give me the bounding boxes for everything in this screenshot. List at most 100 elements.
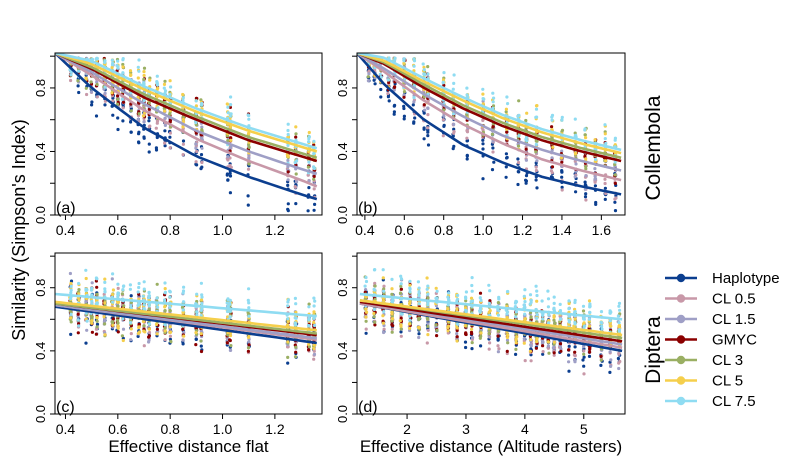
data-point [168, 305, 172, 309]
data-point [116, 94, 120, 98]
data-point [181, 327, 185, 331]
data-point [408, 279, 412, 283]
data-point [120, 334, 124, 338]
data-point [129, 73, 133, 77]
data-point [182, 334, 186, 338]
data-point [116, 127, 120, 132]
data-point [307, 186, 311, 190]
data-point [456, 293, 460, 297]
data-point [246, 335, 251, 339]
data-point [470, 289, 474, 293]
data-point [199, 314, 203, 318]
data-point [481, 138, 485, 142]
data-point [94, 327, 98, 331]
data-point [95, 82, 99, 87]
data-point [136, 290, 140, 294]
data-point [246, 194, 250, 198]
data-point [470, 332, 474, 336]
data-point [560, 188, 564, 192]
x-tick-label: 0.4 [355, 222, 375, 238]
data-point [417, 294, 421, 298]
data-point [155, 121, 159, 125]
data-point [226, 139, 230, 143]
data-point [128, 321, 133, 325]
data-point [387, 80, 391, 85]
data-point [90, 281, 94, 285]
data-point [229, 165, 233, 169]
data-point [560, 149, 564, 153]
data-point [387, 99, 391, 103]
data-point [496, 313, 500, 317]
data-point [90, 321, 94, 325]
data-point [141, 114, 146, 118]
data-point [386, 95, 390, 99]
data-point [496, 338, 500, 342]
data-point [194, 121, 198, 125]
data-point [553, 322, 557, 326]
data-point [603, 132, 607, 136]
data-point [163, 329, 167, 333]
data-point [582, 355, 586, 359]
data-point [163, 144, 167, 148]
data-point [103, 277, 107, 281]
data-point [550, 115, 554, 119]
data-point [573, 317, 577, 321]
data-point [604, 159, 608, 163]
data-point [181, 300, 186, 304]
data-point [199, 329, 203, 333]
data-point [529, 359, 533, 363]
data-point [148, 124, 152, 128]
data-point [523, 288, 527, 292]
data-point [426, 65, 430, 69]
data-point [77, 292, 81, 296]
data-point [587, 299, 592, 303]
data-point [168, 131, 172, 135]
data-point [399, 274, 403, 278]
data-point [137, 132, 141, 136]
data-point [102, 315, 106, 319]
data-point [546, 344, 551, 348]
data-point [294, 125, 298, 129]
data-point [452, 122, 456, 126]
data-point [452, 127, 456, 131]
data-point [137, 112, 141, 116]
data-point [496, 334, 500, 338]
data-point [115, 63, 119, 68]
data-point [312, 320, 316, 325]
data-point [603, 177, 607, 181]
data-point [364, 315, 368, 319]
data-point [121, 65, 125, 69]
data-point [583, 180, 587, 184]
data-point [594, 202, 598, 206]
data-point [582, 344, 586, 348]
data-point [111, 293, 115, 297]
data-point [560, 115, 564, 119]
data-point [307, 348, 311, 352]
data-point [84, 288, 88, 292]
data-point [77, 90, 81, 95]
data-point [491, 91, 495, 95]
data-point [470, 341, 474, 345]
data-point [481, 118, 485, 122]
data-point [293, 316, 297, 320]
data-point [573, 345, 577, 349]
data-point [147, 334, 151, 338]
data-point [181, 308, 185, 312]
data-point [412, 121, 416, 125]
data-point [603, 186, 608, 190]
data-point [306, 209, 310, 213]
data-point [559, 349, 563, 353]
data-point [95, 322, 100, 326]
data-point [163, 309, 167, 313]
data-point [593, 177, 597, 181]
x-tick-label: 0.8 [434, 222, 454, 238]
data-point [504, 152, 508, 156]
data-point [155, 296, 159, 300]
data-point [77, 324, 81, 328]
scatter-points [366, 56, 618, 213]
data-point [478, 296, 482, 300]
data-point [497, 347, 501, 351]
data-point [116, 97, 120, 101]
data-point [228, 309, 232, 313]
data-point [522, 303, 526, 307]
